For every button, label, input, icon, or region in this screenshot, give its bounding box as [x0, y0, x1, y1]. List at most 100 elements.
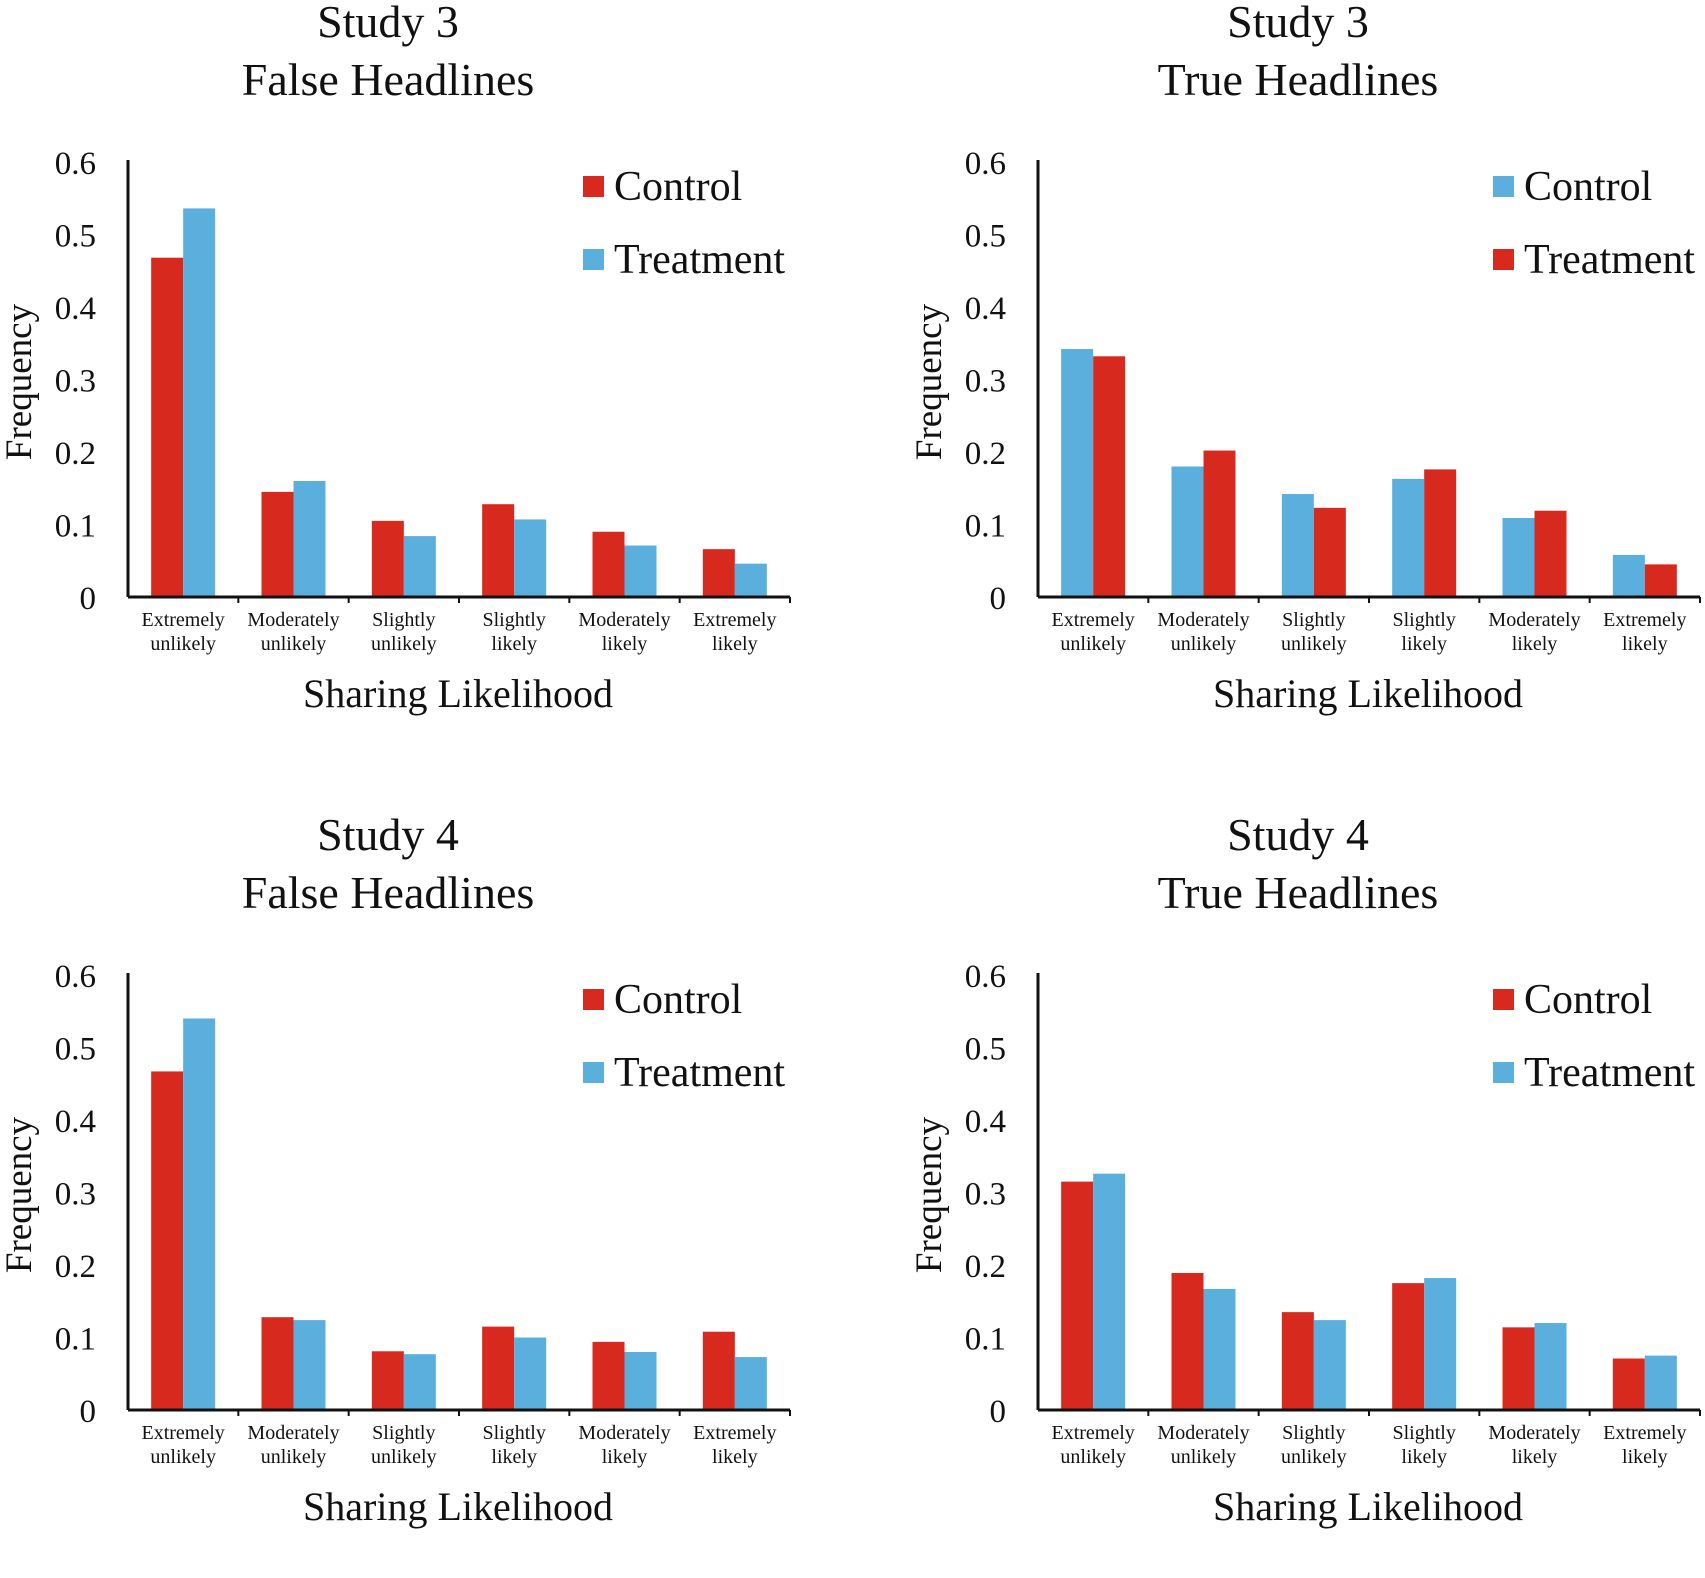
chart-study4-false: Study 4 False Headlines Frequency Sharin…: [0, 809, 852, 1578]
bar-control-1: [261, 1317, 294, 1410]
legend-label: Control: [1524, 163, 1653, 210]
x-category-label: unlikely: [371, 633, 437, 655]
legend-item: Control: [1493, 150, 1695, 223]
y-tick-label: 0.1: [55, 1322, 96, 1358]
bar-control-0: [1061, 349, 1094, 597]
bar-treatment-4: [624, 545, 657, 597]
x-category-label: Slightly: [1392, 1422, 1455, 1444]
bar-control-2: [1281, 1312, 1314, 1410]
x-category-label: Extremely: [1052, 609, 1135, 631]
bar-control-5: [702, 549, 735, 597]
x-category-label: Slightly: [1392, 609, 1455, 631]
y-tick-label: 0.1: [965, 509, 1006, 545]
x-category-label: Slightly: [1282, 1422, 1345, 1444]
bar-control-1: [1171, 1272, 1204, 1410]
legend-label: Treatment: [1524, 236, 1696, 283]
bar-control-4: [1502, 517, 1535, 597]
chart-study4-true: Study 4 True Headlines Frequency Sharing…: [909, 809, 1705, 1578]
y-tick-label: 0.4: [55, 1104, 96, 1140]
bar-treatment-1: [293, 481, 326, 597]
legend-swatch: [1493, 176, 1514, 197]
y-tick-label: 0: [990, 1394, 1007, 1430]
bar-control-4: [1502, 1327, 1535, 1410]
bar-treatment-1: [1203, 1288, 1236, 1410]
chart-study3-false: Study 3 False Headlines Frequency Sharin…: [0, 0, 852, 765]
x-category-label: likely: [491, 1446, 537, 1468]
x-category-label: likely: [602, 633, 648, 655]
x-category-label: Moderately: [1488, 1422, 1580, 1444]
x-category-label: unlikely: [1060, 633, 1126, 655]
y-tick-label: 0.6: [55, 146, 96, 182]
y-tick-label: 0: [80, 581, 97, 617]
bar-control-0: [151, 1071, 184, 1410]
bar-treatment-3: [1424, 1278, 1457, 1410]
x-category-label: Moderately: [1157, 609, 1249, 631]
legend: Control Treatment: [1493, 150, 1695, 296]
y-tick-label: 0.5: [965, 1032, 1006, 1068]
bar-treatment-5: [1644, 564, 1677, 597]
bar-treatment-0: [183, 208, 216, 597]
legend-item: Treatment: [583, 223, 785, 296]
bar-control-1: [1171, 466, 1204, 597]
bar-control-3: [482, 1326, 515, 1410]
x-category-label: Moderately: [578, 609, 670, 631]
x-category-label: likely: [1512, 633, 1558, 655]
legend: Control Treatment: [583, 150, 785, 296]
x-category-label: unlikely: [1281, 1446, 1347, 1468]
bar-treatment-2: [403, 536, 436, 597]
y-tick-label: 0.2: [55, 1249, 96, 1285]
y-tick-label: 0.2: [965, 1249, 1006, 1285]
chart-title-line1: Study 3: [1227, 0, 1369, 47]
legend-swatch: [583, 176, 604, 197]
x-category-label: Slightly: [372, 1422, 435, 1444]
x-category-label: Slightly: [372, 609, 435, 631]
x-category-label: unlikely: [1171, 1446, 1237, 1468]
legend-item: Treatment: [1493, 1036, 1695, 1109]
legend-item: Control: [583, 963, 785, 1036]
legend-item: Control: [583, 150, 785, 223]
x-category-label: Moderately: [1488, 609, 1580, 631]
x-category-label: unlikely: [261, 1446, 327, 1468]
legend-swatch: [583, 1062, 604, 1083]
y-tick-label: 0.6: [965, 146, 1006, 182]
chart-title-line2: True Headlines: [1157, 54, 1439, 105]
x-category-label: likely: [1401, 1446, 1447, 1468]
y-tick-label: 0.3: [965, 364, 1006, 400]
legend: Control Treatment: [583, 963, 785, 1109]
y-tick-label: 0.6: [965, 959, 1006, 995]
legend-item: Control: [1493, 963, 1695, 1036]
chart-study3-true: Study 3 True Headlines Frequency Sharing…: [909, 0, 1705, 765]
x-category-label: unlikely: [261, 633, 327, 655]
legend-item: Treatment: [583, 1036, 785, 1109]
x-category-label: likely: [1622, 633, 1668, 655]
legend-swatch: [583, 989, 604, 1010]
y-tick-label: 0.3: [55, 1177, 96, 1213]
bar-control-0: [1061, 1181, 1094, 1410]
legend-swatch: [1493, 249, 1514, 270]
x-category-label: likely: [491, 633, 537, 655]
bar-control-3: [482, 504, 515, 597]
chart-title-line2: False Headlines: [241, 54, 535, 105]
bar-treatment-2: [1313, 1320, 1346, 1410]
bar-control-4: [592, 1341, 625, 1410]
x-category-label: likely: [1622, 1446, 1668, 1468]
y-tick-label: 0.1: [55, 509, 96, 545]
bar-treatment-2: [403, 1354, 436, 1410]
legend-item: Treatment: [1493, 223, 1695, 296]
bar-treatment-0: [1093, 1173, 1126, 1410]
bar-control-2: [1281, 494, 1314, 597]
y-tick-label: 0.5: [965, 219, 1006, 255]
legend-swatch: [1493, 1062, 1514, 1083]
x-category-label: Moderately: [247, 1422, 339, 1444]
y-tick-label: 0.2: [55, 436, 96, 472]
bar-control-3: [1392, 1283, 1425, 1410]
y-tick-label: 0.3: [965, 1177, 1006, 1213]
bar-control-4: [592, 531, 625, 597]
x-category-label: unlikely: [1060, 1446, 1126, 1468]
y-tick-label: 0: [80, 1394, 97, 1430]
bar-treatment-0: [183, 1018, 216, 1410]
x-axis-label: Sharing Likelihood: [1213, 1484, 1523, 1529]
bar-treatment-3: [514, 1337, 547, 1410]
x-category-label: Slightly: [1282, 609, 1345, 631]
x-category-label: Extremely: [693, 609, 776, 631]
